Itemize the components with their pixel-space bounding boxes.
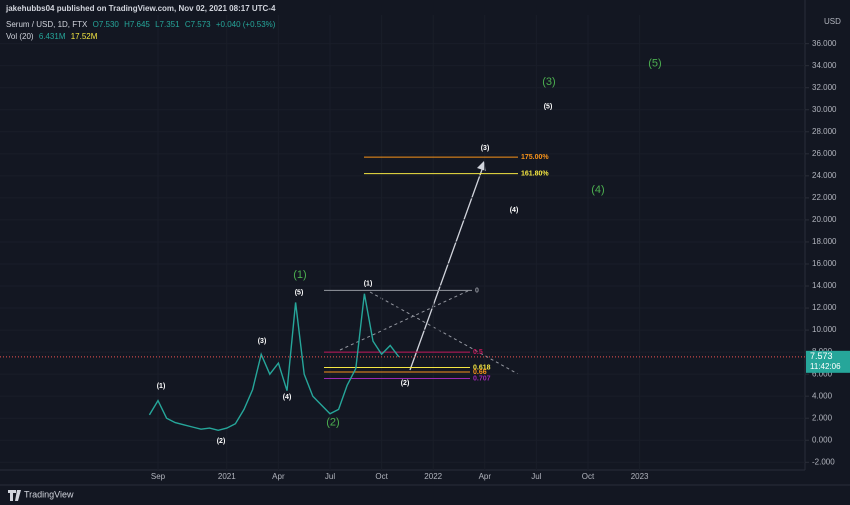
y-tick-label: 26.000 — [812, 149, 837, 158]
wave-label: (2) — [217, 438, 226, 445]
fib-label: 0 — [475, 287, 479, 294]
x-tick-label: Jul — [531, 472, 541, 481]
projection-arrow — [409, 163, 485, 371]
footer-brand: TradingView — [24, 489, 74, 499]
currency-label: USD — [824, 17, 841, 26]
price-axis — [805, 0, 850, 485]
x-tick-label: 2022 — [424, 472, 442, 481]
symbol: Serum / USD, 1D, FTX — [6, 20, 88, 29]
x-tick-label: 2021 — [218, 472, 236, 481]
volume-value: 17.52M — [70, 32, 98, 41]
trend-line — [369, 291, 519, 375]
volume-line: Vol (20) 6.431M 17.52M — [6, 32, 100, 41]
y-tick-label: 6.000 — [812, 369, 833, 378]
wave-label: (2) — [401, 380, 410, 387]
wave-label: (5) — [544, 103, 553, 110]
published-line: jakehubbs04 published on TradingView.com… — [6, 4, 278, 13]
y-tick-label: 20.000 — [812, 215, 837, 224]
last-price-label: 7.573 — [810, 351, 833, 361]
y-tick-label: 32.000 — [812, 83, 837, 92]
y-tick-label: 14.000 — [812, 281, 837, 290]
x-tick-label: 2023 — [631, 472, 649, 481]
volume-label: Vol (20) — [6, 32, 34, 41]
wave-label: (3) — [542, 76, 555, 88]
last-price-box — [806, 350, 850, 373]
x-tick-label: Apr — [272, 472, 285, 481]
wave-label: (1) — [157, 383, 166, 390]
wave-label: (3) — [481, 145, 490, 152]
y-tick-label: 22.000 — [812, 193, 837, 202]
y-tick-label: -2.000 — [812, 457, 835, 466]
x-tick-label: Apr — [479, 472, 492, 481]
y-tick-label: 36.000 — [812, 39, 837, 48]
y-tick-label: 2.000 — [812, 413, 833, 422]
volume-value: 6.431M — [38, 32, 66, 41]
x-tick-label: Jul — [325, 472, 335, 481]
countdown: 11:42:06 — [810, 362, 841, 371]
y-tick-label: 0.000 — [812, 435, 833, 444]
y-tick-label: 30.000 — [812, 105, 837, 114]
y-tick-label: 18.000 — [812, 237, 837, 246]
published: jakehubbs04 published on TradingView.com… — [6, 4, 276, 13]
wave-label: (3) — [258, 338, 267, 345]
fib-label: 161.80% — [521, 170, 549, 177]
x-tick-label: Oct — [582, 472, 595, 481]
ohlc: H7.645 — [124, 20, 150, 29]
y-tick-label: 10.000 — [812, 325, 837, 334]
change: +0.040 (+0.53%) — [215, 20, 276, 29]
symbol-line: Serum / USD, 1D, FTX O7.530 H7.645 L7.35… — [6, 20, 278, 29]
price-line — [148, 293, 400, 432]
wave-label: (4) — [510, 207, 519, 214]
ohlc: C7.573 — [184, 20, 211, 29]
x-tick-label: Oct — [375, 472, 388, 481]
y-tick-label: 28.000 — [812, 127, 837, 136]
wave-label: (5) — [648, 57, 661, 69]
y-tick-label: 24.000 — [812, 171, 837, 180]
arrow-head — [477, 161, 486, 171]
wave-label: (2) — [326, 417, 339, 429]
fib-label: 0.5 — [473, 349, 483, 356]
wave-label: (1) — [293, 269, 306, 281]
wave-label: (5) — [295, 289, 304, 296]
fib-label: 0.618 — [473, 364, 491, 371]
logo — [8, 490, 21, 501]
fib-label: 175.00% — [521, 154, 549, 161]
fib-label: 0.66 — [473, 369, 487, 376]
ohlc: L7.351 — [155, 20, 180, 29]
y-tick-label: 12.000 — [812, 303, 837, 312]
y-tick-label: 4.000 — [812, 391, 833, 400]
fib-label: 0.707 — [473, 375, 491, 382]
wave-label: (4) — [591, 184, 604, 196]
ohlc: O7.530 — [92, 20, 119, 29]
y-tick-label: 34.000 — [812, 61, 837, 70]
y-tick-label: 16.000 — [812, 259, 837, 268]
wave-label: (1) — [364, 281, 373, 288]
wave-label: (4) — [283, 394, 292, 401]
x-tick-label: Sep — [151, 472, 166, 481]
